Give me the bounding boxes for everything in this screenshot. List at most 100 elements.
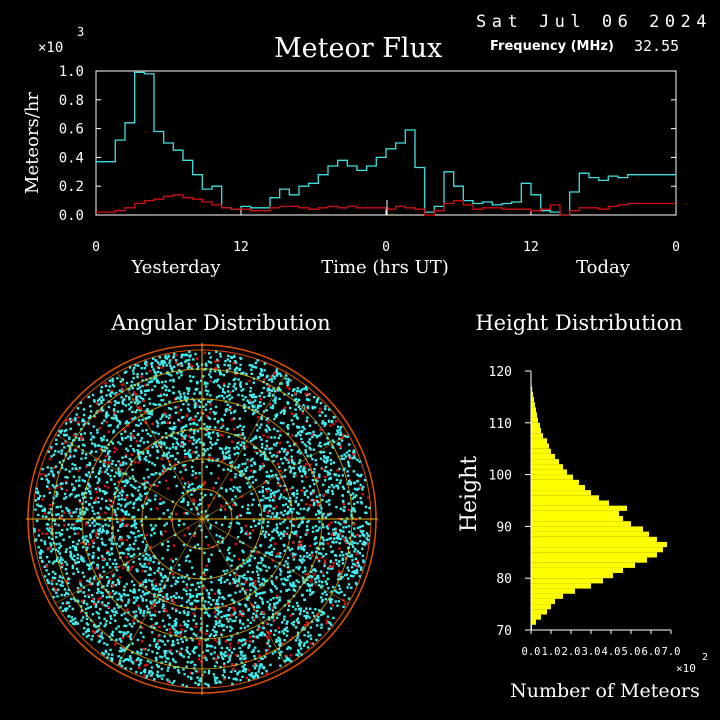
polar-point <box>107 590 110 594</box>
polar-point <box>202 448 205 451</box>
polar-point <box>300 561 304 564</box>
polar-point <box>126 502 130 505</box>
polar-point-secondary <box>172 544 175 547</box>
polar-point <box>182 610 186 613</box>
polar-point <box>34 499 37 502</box>
polar-point <box>271 406 275 410</box>
polar-point <box>306 520 309 524</box>
polar-point <box>286 571 290 574</box>
polar-point <box>295 566 298 569</box>
polar-point <box>298 540 301 543</box>
polar-point-secondary <box>278 441 281 445</box>
polar-point-secondary <box>61 563 65 567</box>
polar-point-secondary <box>180 628 183 631</box>
polar-point <box>228 648 231 652</box>
polar-point <box>258 518 261 522</box>
polar-point <box>330 598 334 601</box>
polar-point <box>306 405 309 408</box>
polar-point <box>209 375 212 379</box>
polar-point <box>233 453 236 456</box>
polar-point <box>110 391 114 395</box>
polar-point <box>87 606 90 609</box>
polar-point-secondary <box>148 369 152 373</box>
polar-point <box>87 482 90 485</box>
polar-point <box>70 616 74 619</box>
polar-point <box>327 627 330 630</box>
polar-point <box>218 386 222 389</box>
polar-point-secondary <box>91 540 94 543</box>
polar-point <box>353 563 357 566</box>
polar-point <box>307 432 310 435</box>
polar-point <box>243 406 246 410</box>
polar-point <box>287 659 291 662</box>
polar-point <box>368 522 371 526</box>
polar-point <box>129 555 132 558</box>
polar-point-secondary <box>175 361 178 365</box>
polar-point <box>168 463 172 466</box>
polar-point <box>271 512 274 515</box>
polar-point <box>271 530 274 533</box>
polar-point <box>274 473 278 477</box>
polar-point <box>266 600 269 604</box>
polar-point <box>152 357 155 360</box>
polar-point <box>295 489 299 492</box>
polar-point <box>191 473 194 477</box>
polar-point <box>156 381 159 384</box>
polar-point <box>336 425 340 429</box>
polar-point <box>274 650 277 653</box>
height-bar <box>531 438 547 444</box>
polar-point <box>362 559 365 562</box>
flux-x-tick-label: 0 <box>382 240 390 255</box>
polar-point-secondary <box>121 637 124 640</box>
polar-point <box>68 448 72 451</box>
polar-point <box>127 421 130 425</box>
polar-point <box>176 432 180 435</box>
polar-point <box>246 618 250 622</box>
polar-point <box>94 475 98 479</box>
polar-point <box>332 532 335 535</box>
polar-point <box>297 649 300 652</box>
polar-point <box>273 494 276 497</box>
polar-point <box>143 404 146 407</box>
polar-point <box>115 569 119 572</box>
polar-point <box>351 534 354 537</box>
polar-point <box>215 608 218 612</box>
polar-point <box>294 499 297 503</box>
polar-point <box>160 656 164 659</box>
polar-point-secondary <box>187 527 190 530</box>
polar-point <box>242 472 245 475</box>
polar-point <box>221 541 224 544</box>
polar-point <box>347 502 350 505</box>
polar-point <box>98 397 101 400</box>
polar-point-secondary <box>265 635 269 638</box>
polar-point <box>269 629 272 632</box>
polar-point <box>141 540 145 544</box>
polar-point <box>208 453 211 456</box>
polar-point <box>338 587 342 590</box>
polar-point <box>125 582 128 586</box>
polar-point <box>106 643 109 646</box>
polar-point <box>208 635 211 638</box>
polar-point <box>170 512 173 515</box>
polar-point <box>82 557 85 560</box>
polar-point <box>51 588 55 591</box>
polar-point <box>115 391 118 395</box>
polar-point <box>87 483 90 487</box>
polar-point <box>178 362 181 366</box>
polar-point-secondary <box>299 540 303 543</box>
polar-point <box>180 364 184 367</box>
polar-point-secondary <box>71 419 74 422</box>
polar-point-secondary <box>203 655 206 658</box>
polar-point <box>290 455 293 458</box>
polar-point <box>137 450 140 454</box>
polar-point <box>342 554 345 557</box>
polar-point <box>98 635 102 638</box>
polar-point <box>164 388 168 392</box>
polar-point <box>136 433 139 437</box>
polar-point <box>142 565 145 568</box>
polar-point <box>140 372 144 376</box>
polar-point <box>297 512 301 515</box>
polar-point <box>198 419 201 422</box>
polar-point <box>128 457 131 461</box>
polar-point <box>84 630 88 634</box>
